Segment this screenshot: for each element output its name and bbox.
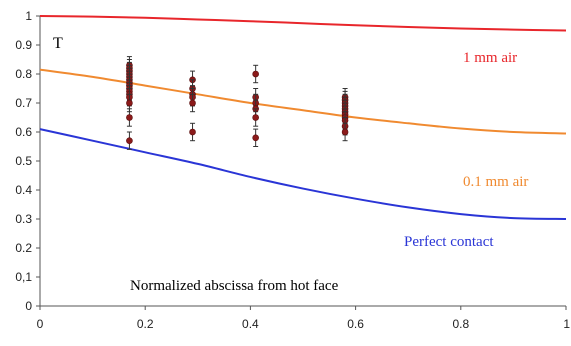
data-point — [252, 134, 259, 142]
y-tick-label: 0.9 — [15, 38, 32, 52]
y-tick-label: 0.4 — [15, 183, 32, 197]
annotation-perfect-contact: Perfect contact — [404, 234, 494, 250]
data-point — [126, 114, 133, 121]
annotation-1mm-air: 1 mm air — [463, 50, 517, 66]
data-point — [189, 128, 196, 136]
x-tick-label: 0.4 — [242, 317, 259, 331]
x-tick-label: 0.8 — [452, 317, 469, 331]
data-point — [252, 114, 259, 121]
y-tick-label: 0.3 — [15, 212, 32, 226]
y-tick-label: 1 — [25, 9, 32, 23]
x-tick-label: 1 — [563, 317, 570, 331]
data-points — [126, 56, 349, 150]
y-tick-label: 0,1 — [15, 270, 32, 284]
x-tick-label: 0 — [37, 317, 44, 331]
data-point — [126, 99, 133, 107]
y-tick-label: 0 — [25, 299, 32, 313]
x-axis-label: Normalized abscissa from hot face — [130, 278, 339, 294]
series-line-0-1-mm-air — [39, 68, 567, 135]
y-axis-label: T — [53, 35, 63, 52]
y-tick-label: 0.5 — [15, 154, 32, 168]
data-point — [126, 137, 133, 144]
y-tick-label: 0.8 — [15, 67, 32, 81]
y-tick-label: 0.6 — [15, 125, 32, 139]
series-line-1-mm-air — [39, 15, 567, 32]
annotation-01mm-air: 0.1 mm air — [463, 174, 528, 190]
x-tick-label: 0.6 — [347, 317, 364, 331]
y-tick-label: 0.2 — [15, 241, 32, 255]
axes: 0 0,1 0.2 0.3 0.4 0.5 0.6 0.7 0.8 0.9 1 0 0.2 0.4 0.6 0… — [15, 9, 570, 331]
data-point — [252, 70, 259, 78]
y-tick-label: 0.7 — [15, 96, 32, 110]
data-point — [189, 99, 196, 107]
x-tick-label: 0.2 — [137, 317, 154, 331]
data-point — [341, 128, 349, 136]
